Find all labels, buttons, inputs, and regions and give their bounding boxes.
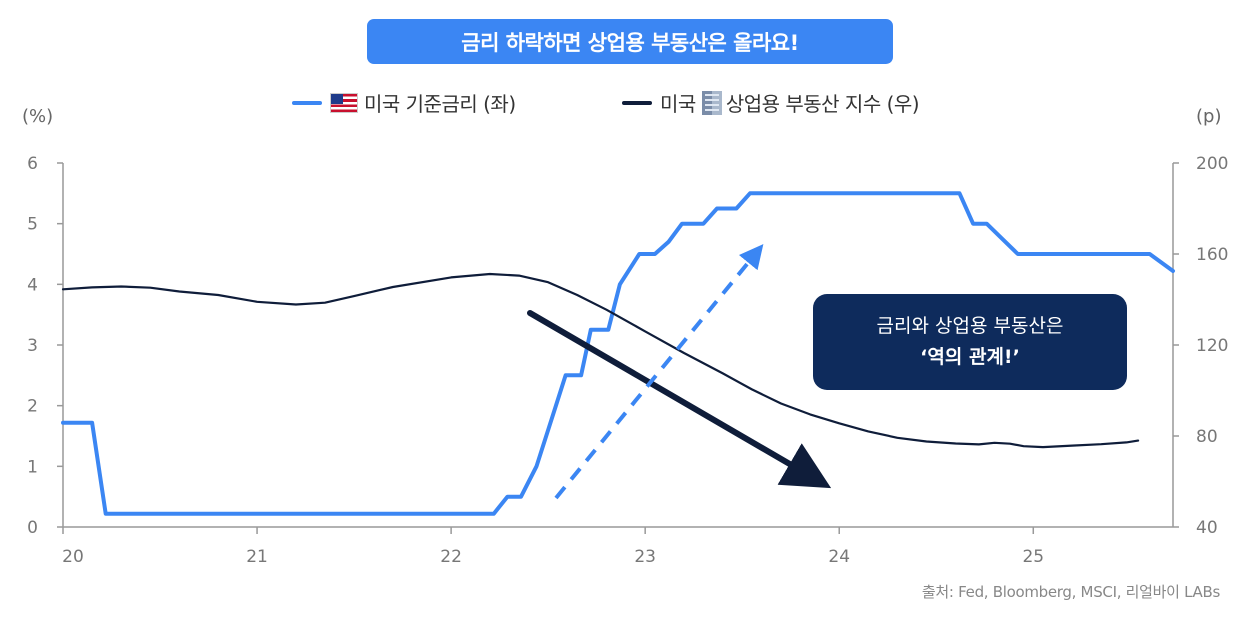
left-axis-unit: (%): [22, 106, 54, 127]
right-axis-tick-label: 160: [1196, 245, 1228, 265]
rise-trend-arrow: [554, 244, 764, 500]
legend-index-swatch: [622, 100, 652, 105]
x-axis-tick-label: 22: [440, 547, 462, 567]
right-axis-unit: (p): [1196, 106, 1222, 127]
chart-title: 금리 하락하면 상업용 부동산은 올라요!: [367, 19, 893, 64]
x-axis-tick-label: 24: [828, 547, 850, 567]
legend-index-suffix: 상업용 부동산 지수 (우): [725, 92, 920, 116]
index-series-line: [61, 272, 1140, 449]
left-axis-tick-label: 6: [27, 154, 38, 174]
left-axis-tick-label: 3: [27, 336, 38, 356]
legend-index-prefix: 미국: [660, 92, 696, 116]
left-axis-tick-label: 0: [27, 518, 38, 538]
legend-rate: 미국 기준금리 (좌): [292, 88, 516, 117]
legend: 미국 기준금리 (좌) 미국 상업용 부동산 지수 (우): [0, 88, 1260, 120]
legend-rate-label: 미국 기준금리 (좌): [364, 92, 516, 116]
right-axis-tick-label: 80: [1196, 427, 1218, 447]
office-building-icon: [701, 90, 722, 115]
right-axis-tick-label: 200: [1196, 154, 1228, 174]
x-axis-tick-label: 20: [62, 547, 84, 567]
legend-index: 미국 상업용 부동산 지수 (우): [622, 88, 920, 117]
right-axis-tick-label: 40: [1196, 518, 1218, 538]
left-axis-tick-label: 4: [27, 275, 38, 295]
x-axis-tick-label: 21: [246, 547, 268, 567]
x-axis-tick-label: 23: [634, 547, 656, 567]
x-axis-tick-label: 25: [1022, 547, 1044, 567]
callout-box: 금리와 상업용 부동산은 ‘역의 관계!’: [813, 294, 1127, 390]
left-axis-tick-label: 2: [27, 397, 38, 417]
callout-line1: 금리와 상업용 부동산은: [876, 315, 1064, 337]
left-axis-tick-label: 5: [27, 215, 38, 235]
right-axis-tick-label: 120: [1196, 336, 1228, 356]
decline-trend-arrow: [527, 310, 832, 489]
source-note: 출처: Fed, Bloomberg, MSCI, 리얼바이 LABs: [921, 583, 1220, 601]
left-axis-tick-label: 1: [27, 457, 38, 477]
callout-line2: ‘역의 관계!’: [920, 346, 1020, 368]
legend-rate-swatch: [292, 100, 322, 105]
us-flag-icon: [330, 92, 358, 113]
rate-series-line: [61, 191, 1175, 516]
